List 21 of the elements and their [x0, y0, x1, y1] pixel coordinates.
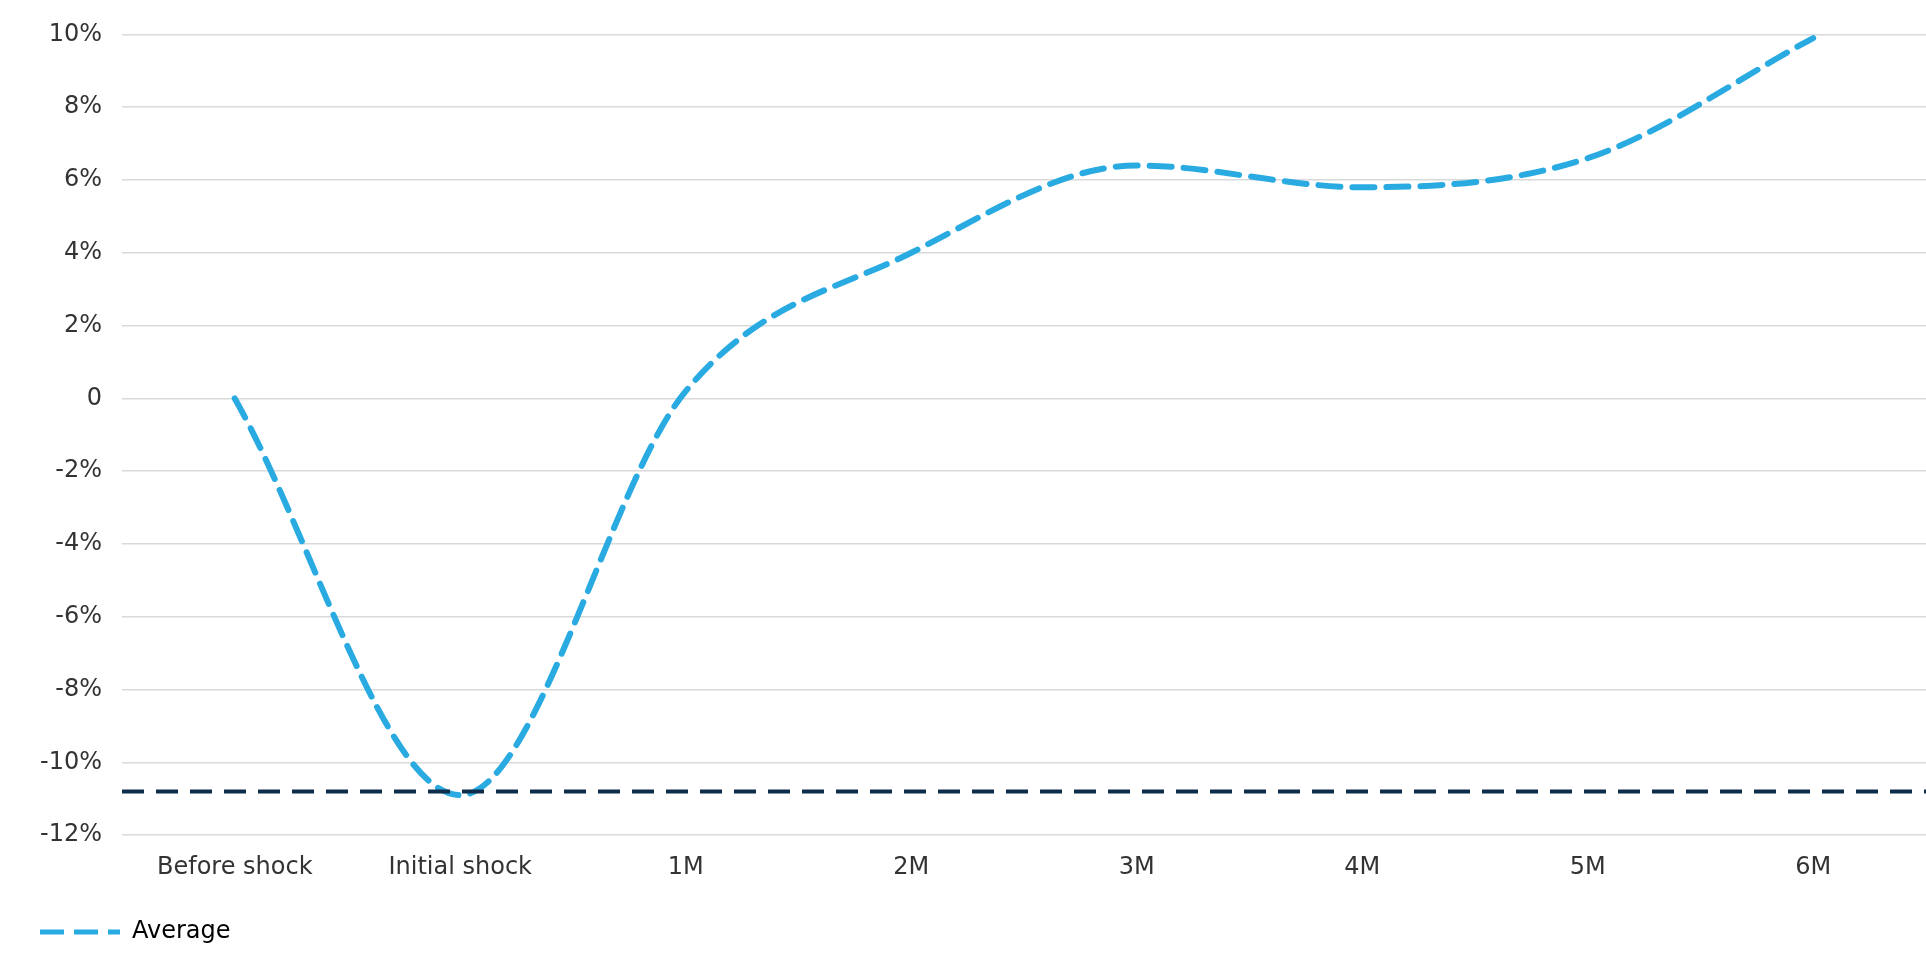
x-tick-label: Before shock: [156, 851, 313, 880]
y-tick-label: -2%: [55, 455, 102, 484]
y-tick-label: 6%: [63, 164, 102, 193]
y-tick-label: 10%: [48, 18, 102, 47]
y-tick-label: -12%: [39, 819, 102, 848]
y-tick-label: -8%: [55, 673, 102, 702]
x-tick-label: 4M: [1344, 851, 1381, 880]
y-tick-label: 0: [86, 382, 102, 411]
x-tick-label: 5M: [1569, 851, 1606, 880]
y-tick-label: -6%: [55, 601, 102, 630]
x-tick-label: 3M: [1118, 851, 1155, 880]
y-tick-label: -4%: [55, 528, 102, 557]
y-tick-label: 8%: [63, 91, 102, 120]
y-tick-label: 2%: [63, 309, 102, 338]
y-tick-label: 4%: [63, 237, 102, 266]
legend-label: Average: [132, 916, 231, 945]
x-tick-label: 6M: [1795, 851, 1832, 880]
x-tick-label: 1M: [667, 851, 704, 880]
x-tick-label: 2M: [893, 851, 930, 880]
y-tick-label: -10%: [39, 746, 102, 775]
x-tick-label: Initial shock: [388, 851, 533, 880]
